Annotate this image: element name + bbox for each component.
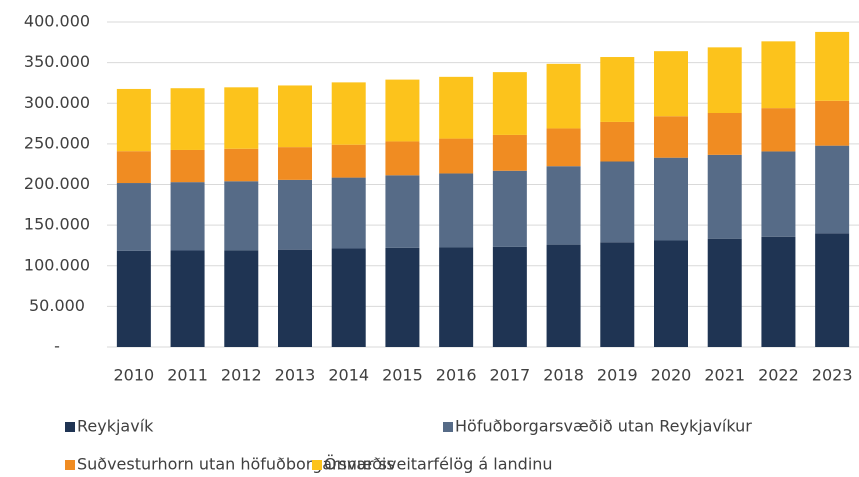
bar-segment <box>385 141 420 176</box>
bar-segment <box>600 242 635 347</box>
y-tick-label: 300.000 <box>24 93 90 112</box>
bar-segment <box>224 181 259 251</box>
x-tick-label: 2010 <box>113 366 154 385</box>
bar-segment <box>815 100 850 146</box>
bar-segment <box>385 247 420 347</box>
bar-segment <box>492 72 527 135</box>
bar-segment <box>331 82 366 145</box>
bar-segment <box>224 87 259 149</box>
bar-segment <box>170 250 205 347</box>
x-tick-label: 2022 <box>758 366 799 385</box>
bar-segment <box>815 145 850 234</box>
x-tick-label: 2023 <box>812 366 853 385</box>
bar-segment <box>707 47 742 113</box>
bar-segment <box>600 161 635 243</box>
legend-label: Önnur sveitarfélög á landinu <box>324 455 553 474</box>
bar-segment <box>439 247 474 347</box>
y-tick-label: 400.000 <box>24 12 90 31</box>
y-tick-label: 100.000 <box>24 255 90 274</box>
bar-segment <box>492 246 527 347</box>
x-tick-label: 2019 <box>597 366 638 385</box>
bar-segment <box>546 166 581 245</box>
bar-segment <box>331 177 366 249</box>
bar-segment <box>815 31 850 101</box>
bar-segment <box>439 76 474 139</box>
x-tick-label: 2016 <box>436 366 477 385</box>
bar-segment <box>492 134 527 171</box>
bar-segment <box>224 148 259 182</box>
bar-segment <box>654 116 688 158</box>
legend-label: Höfuðborgarsvæðið utan Reykjavíkur <box>455 417 752 436</box>
bar-segment <box>654 240 688 347</box>
legend-swatch <box>312 460 322 470</box>
x-tick-label: 2012 <box>221 366 262 385</box>
bar-segment <box>761 41 796 109</box>
bar-segment <box>546 244 581 347</box>
bar-segment <box>761 151 796 237</box>
legend-swatch <box>443 422 453 432</box>
legend-label: Reykjavík <box>77 417 154 436</box>
bar-segment <box>761 236 796 347</box>
y-tick-label: 250.000 <box>24 133 90 152</box>
y-tick-label: 50.000 <box>29 296 85 315</box>
bar-segment <box>600 57 635 122</box>
x-tick-label: 2021 <box>704 366 745 385</box>
bar-segment <box>170 149 205 183</box>
x-tick-label: 2013 <box>275 366 316 385</box>
bar-segment <box>331 248 366 347</box>
bar-segment <box>385 175 420 248</box>
bar-segment <box>278 147 312 180</box>
bar-segment <box>170 88 205 150</box>
bar-segment <box>224 250 259 347</box>
bar-segment <box>278 249 312 347</box>
bar-segment <box>170 182 205 251</box>
bar-segment <box>707 154 742 239</box>
bar-segment <box>600 121 635 162</box>
x-tick-label: 2011 <box>167 366 208 385</box>
x-tick-label: 2017 <box>489 366 530 385</box>
bar-segment <box>116 183 151 251</box>
y-tick-label: - <box>54 337 60 356</box>
y-tick-label: 200.000 <box>24 174 90 193</box>
legend-swatch <box>65 460 75 470</box>
bar-segment <box>116 250 151 347</box>
bar-segment <box>116 151 151 184</box>
bar-segment <box>707 238 742 347</box>
bar-segment <box>707 113 742 155</box>
bar-segment <box>439 173 474 248</box>
x-tick-label: 2018 <box>543 366 584 385</box>
bar-segment <box>439 138 474 174</box>
bar-segment <box>492 170 527 247</box>
bar-segment <box>815 233 850 347</box>
bar-segment <box>761 108 796 152</box>
bar-segment <box>116 88 151 152</box>
bar-segment <box>546 128 581 167</box>
bar-segment <box>654 157 688 241</box>
y-tick-label: 150.000 <box>24 215 90 234</box>
y-tick-label: 350.000 <box>24 52 90 71</box>
bar-segment <box>385 79 420 142</box>
x-tick-label: 2014 <box>328 366 369 385</box>
bar-segment <box>546 63 581 129</box>
bar-segment <box>278 85 312 148</box>
bar-segment <box>278 179 312 250</box>
bar-segment <box>331 144 366 178</box>
legend-swatch <box>65 422 75 432</box>
x-tick-label: 2015 <box>382 366 423 385</box>
bar-segment <box>654 51 688 117</box>
x-tick-label: 2020 <box>651 366 692 385</box>
